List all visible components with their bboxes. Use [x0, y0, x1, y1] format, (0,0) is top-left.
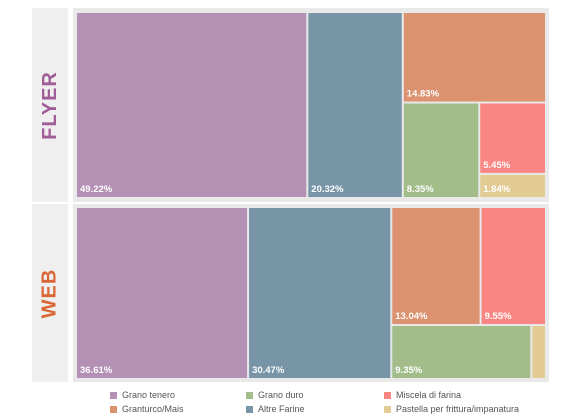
treemap-cell-web-2[interactable] [392, 208, 480, 325]
treemap-cell-flyer-2[interactable] [403, 13, 545, 102]
legend-item[interactable]: Pastella per frittura/impanatura [384, 403, 550, 415]
legend-swatch [246, 391, 253, 399]
treemap-cell-web-3[interactable] [481, 208, 545, 325]
treemap-cell-web-1[interactable] [249, 208, 391, 378]
panel-label-flyer: FLYER [32, 8, 68, 202]
treemap-cell-label: 1.84% [483, 184, 510, 195]
legend-label: Miscela di farina [396, 390, 462, 400]
legend-item[interactable]: Miscela di farina [384, 389, 550, 401]
legend-label: Altre Farine [258, 404, 305, 414]
treemap-cell-label: 8.35% [407, 184, 434, 195]
treemap-cell-label: 36.61% [80, 365, 113, 376]
legend-swatch [246, 405, 253, 413]
treemap-cell-label: 49.22% [80, 184, 113, 195]
legend-label: Grano tenero [122, 390, 176, 400]
treemap-cell-label: 20.32% [311, 184, 344, 195]
panel-label-web: WEB [32, 204, 68, 382]
legend-item[interactable]: Grano duro [246, 389, 384, 401]
treemap-cell-web-4[interactable] [392, 326, 531, 378]
treemap-cell-web-5[interactable] [532, 326, 545, 378]
treemap-cell-flyer-1[interactable] [308, 13, 402, 197]
treemap-cell-label: 9.55% [485, 311, 512, 322]
treemap-cell-flyer-4[interactable] [480, 103, 545, 173]
legend-swatch [384, 391, 391, 399]
legend-label: Grano duro [258, 390, 304, 400]
legend-swatch [110, 391, 117, 399]
treemap-cell-label: 30.47% [252, 365, 285, 376]
treemap-cell-label: 5.45% [483, 160, 510, 171]
treemap-cell-label: 13.04% [395, 311, 428, 322]
chart-legend: Grano tenero Grano duro Miscela di farina G… [110, 389, 550, 415]
legend-label: Pastella per frittura/impanatura [396, 404, 520, 414]
treemap-cell-label: 9.35% [395, 365, 422, 376]
legend-swatch [110, 405, 117, 413]
treemap-cell-flyer-5[interactable] [480, 174, 545, 197]
legend-label: Granturco/Mais [122, 404, 184, 414]
legend-item[interactable]: Granturco/Mais [110, 403, 246, 415]
treemap-cell-label: 14.83% [407, 89, 440, 100]
legend-item[interactable]: Altre Farine [246, 403, 384, 415]
treemap-cell-flyer-0[interactable] [77, 13, 307, 197]
legend-item[interactable]: Grano tenero [110, 389, 246, 401]
treemap-cell-flyer-3[interactable] [403, 103, 479, 197]
treemap-cell-web-0[interactable] [77, 208, 248, 378]
legend-swatch [384, 405, 391, 413]
